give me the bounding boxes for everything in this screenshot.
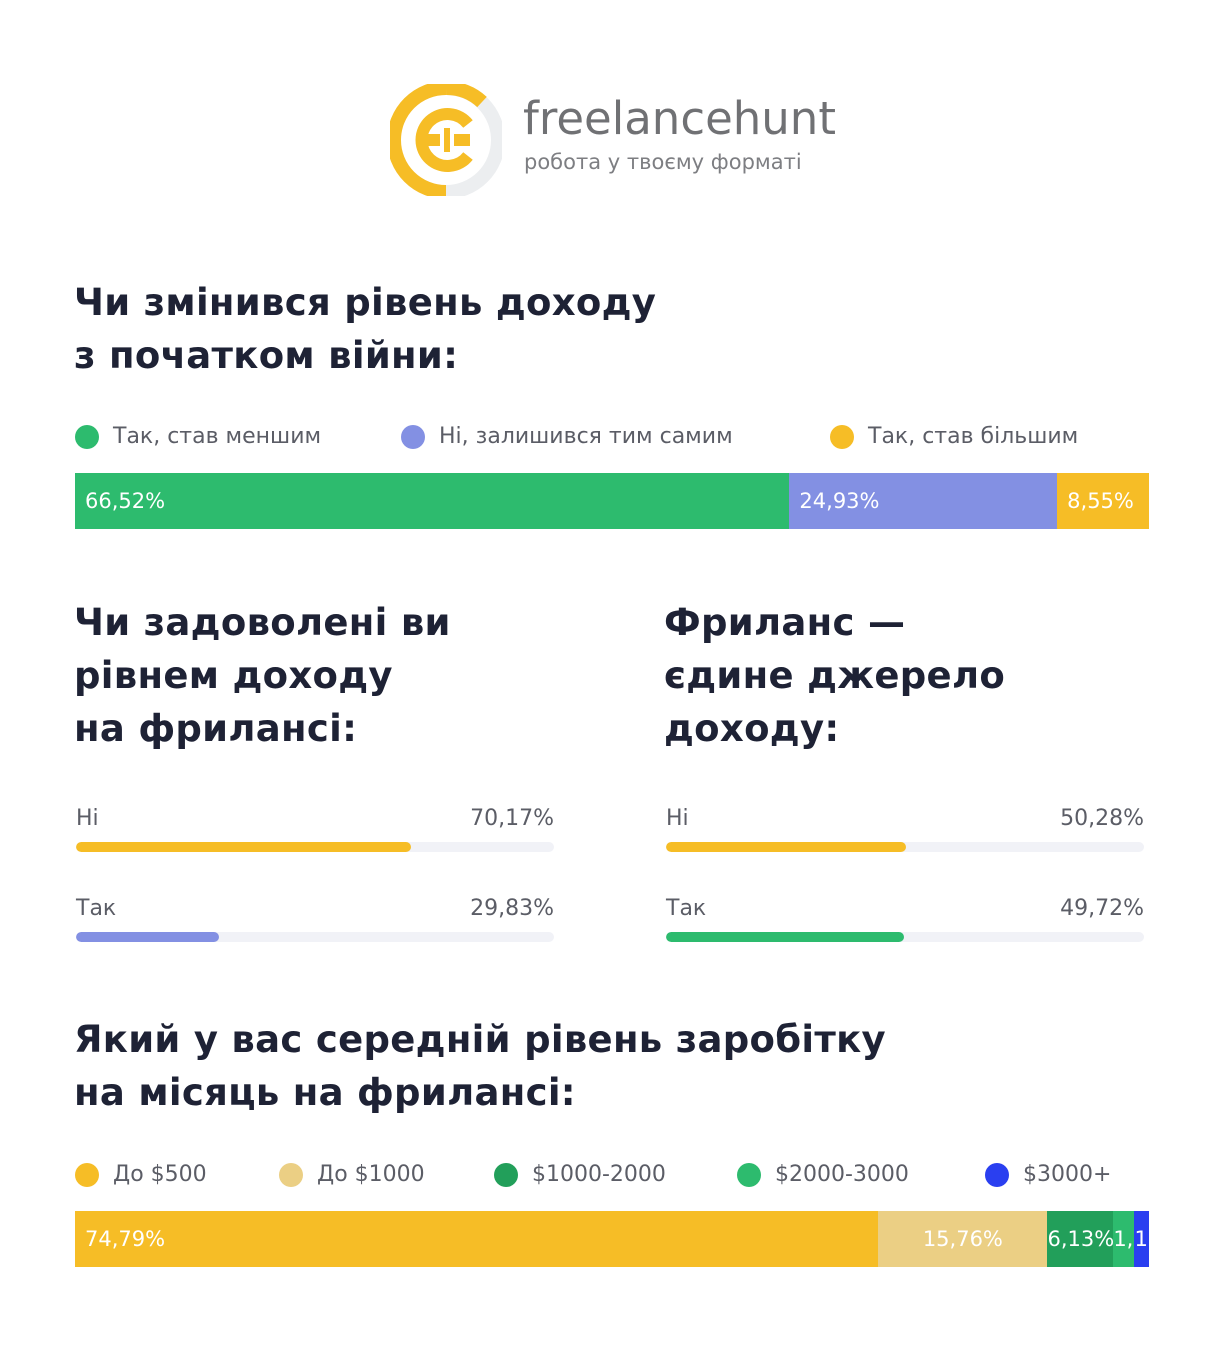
- legend-item: $2000-3000: [737, 1162, 909, 1187]
- chart-1-stacked-bar: 66,52% 24,93% 8,55%: [75, 473, 1149, 529]
- bar-segment: 66,52%: [75, 473, 790, 529]
- row-value: 50,28%: [1060, 806, 1144, 831]
- chart-4-title: Який у вас середній рівень заробітку на …: [74, 1013, 886, 1119]
- legend-dot-yellow: [830, 424, 854, 449]
- legend-label: $3000+: [1023, 1162, 1112, 1187]
- row-label: Ні: [666, 806, 689, 831]
- legend-item: Ні, залишився тим самим: [401, 424, 733, 449]
- bar-segment: 8,55%: [1057, 473, 1149, 529]
- legend-item: До $500: [75, 1162, 207, 1187]
- legend-label: Так, став більшим: [868, 424, 1079, 449]
- bar-segment: 6,13%: [1047, 1211, 1114, 1267]
- chart-1-title: Чи змінився рівень доходу з початком вій…: [74, 276, 656, 382]
- legend-dot-green: [737, 1162, 761, 1187]
- progress-fill: [666, 842, 907, 852]
- legend-dot-purple: [401, 424, 425, 449]
- legend-item: До $1000: [279, 1162, 425, 1187]
- brand-tagline: робота у твоєму форматі: [524, 150, 802, 174]
- chart-2-row: Ні 70,17%: [76, 806, 554, 852]
- chart-3-row: Так 49,72%: [666, 896, 1144, 942]
- legend-dot-beige: [279, 1162, 303, 1187]
- bar-segment: 1,35%: [1134, 1211, 1149, 1267]
- chart-2-title-line: рівнем доходу: [74, 654, 393, 697]
- progress-fill: [666, 932, 904, 942]
- freelancehunt-logo-icon: [390, 84, 502, 196]
- chart-4-title-line: на місяць на фрилансі:: [74, 1071, 576, 1114]
- progress-track: [76, 842, 554, 852]
- chart-1-title-line: Чи змінився рівень доходу: [74, 281, 657, 324]
- progress-fill: [76, 932, 219, 942]
- legend-dot-yellow: [75, 1162, 99, 1187]
- bar-segment: 74,79%: [75, 1211, 879, 1267]
- chart-3-row: Ні 50,28%: [666, 806, 1144, 852]
- chart-4-legend: До $500 До $1000 $1000-2000 $2000-3000 $…: [75, 1162, 1155, 1196]
- chart-3-title-line: Фриланс —: [664, 601, 906, 644]
- bar-segment: 15,76%: [878, 1211, 1048, 1267]
- chart-1-title-line: з початком війни:: [74, 334, 459, 377]
- row-value: 70,17%: [470, 806, 554, 831]
- row-value: 49,72%: [1060, 896, 1144, 921]
- brand-logo: freelancehunt робота у твоєму форматі: [390, 84, 850, 196]
- legend-dot-blue: [985, 1162, 1009, 1187]
- data-label: 1,35%: [1134, 1227, 1148, 1251]
- chart-2-row: Так 29,83%: [76, 896, 554, 942]
- legend-label: Ні, залишився тим самим: [439, 424, 733, 449]
- row-label: Так: [76, 896, 117, 921]
- bar-segment: 24,93%: [789, 473, 1058, 529]
- chart-3-title-line: єдине джерело: [664, 654, 1006, 697]
- brand-name: freelancehunt: [523, 92, 836, 145]
- chart-4-stacked-bar: 74,79% 15,76% 6,13% 1,97% 1,35%: [75, 1211, 1149, 1267]
- data-label: 15,76%: [922, 1227, 1003, 1251]
- progress-track: [666, 842, 1144, 852]
- legend-item: $3000+: [985, 1162, 1111, 1187]
- chart-2-title-line: Чи задоволені ви: [74, 601, 451, 644]
- legend-item: Так, став більшим: [830, 424, 1078, 449]
- legend-label: $1000-2000: [532, 1162, 666, 1187]
- row-label: Ні: [76, 806, 99, 831]
- legend-label: Так, став меншим: [113, 424, 322, 449]
- chart-4-title-line: Який у вас середній рівень заробітку: [74, 1018, 886, 1061]
- bar-segment: 1,97%: [1113, 1211, 1135, 1267]
- chart-3-title: Фриланс — єдине джерело доходу:: [664, 596, 1005, 755]
- data-label: 66,52%: [85, 489, 166, 513]
- chart-2-title: Чи задоволені ви рівнем доходу на фрилан…: [74, 596, 451, 755]
- row-label: Так: [666, 896, 707, 921]
- legend-label: До $1000: [317, 1162, 425, 1187]
- chart-2-title-line: на фрилансі:: [74, 707, 358, 750]
- legend-label: До $500: [113, 1162, 207, 1187]
- data-label: 8,55%: [1067, 489, 1134, 513]
- data-label: 74,79%: [85, 1227, 166, 1251]
- legend-item: $1000-2000: [494, 1162, 666, 1187]
- progress-track: [666, 932, 1144, 942]
- chart-3-title-line: доходу:: [664, 707, 840, 750]
- progress-fill: [76, 842, 412, 852]
- data-label: 6,13%: [1047, 1227, 1114, 1251]
- chart-1-legend: Так, став меншим Ні, залишився тим самим…: [75, 424, 1155, 458]
- legend-dot-dark-green: [494, 1162, 518, 1187]
- legend-dot-green: [75, 424, 99, 449]
- data-label: 1,97%: [1113, 1227, 1134, 1251]
- legend-label: $2000-3000: [775, 1162, 909, 1187]
- progress-track: [76, 932, 554, 942]
- legend-item: Так, став меншим: [75, 424, 321, 449]
- data-label: 24,93%: [799, 489, 880, 513]
- row-value: 29,83%: [470, 896, 554, 921]
